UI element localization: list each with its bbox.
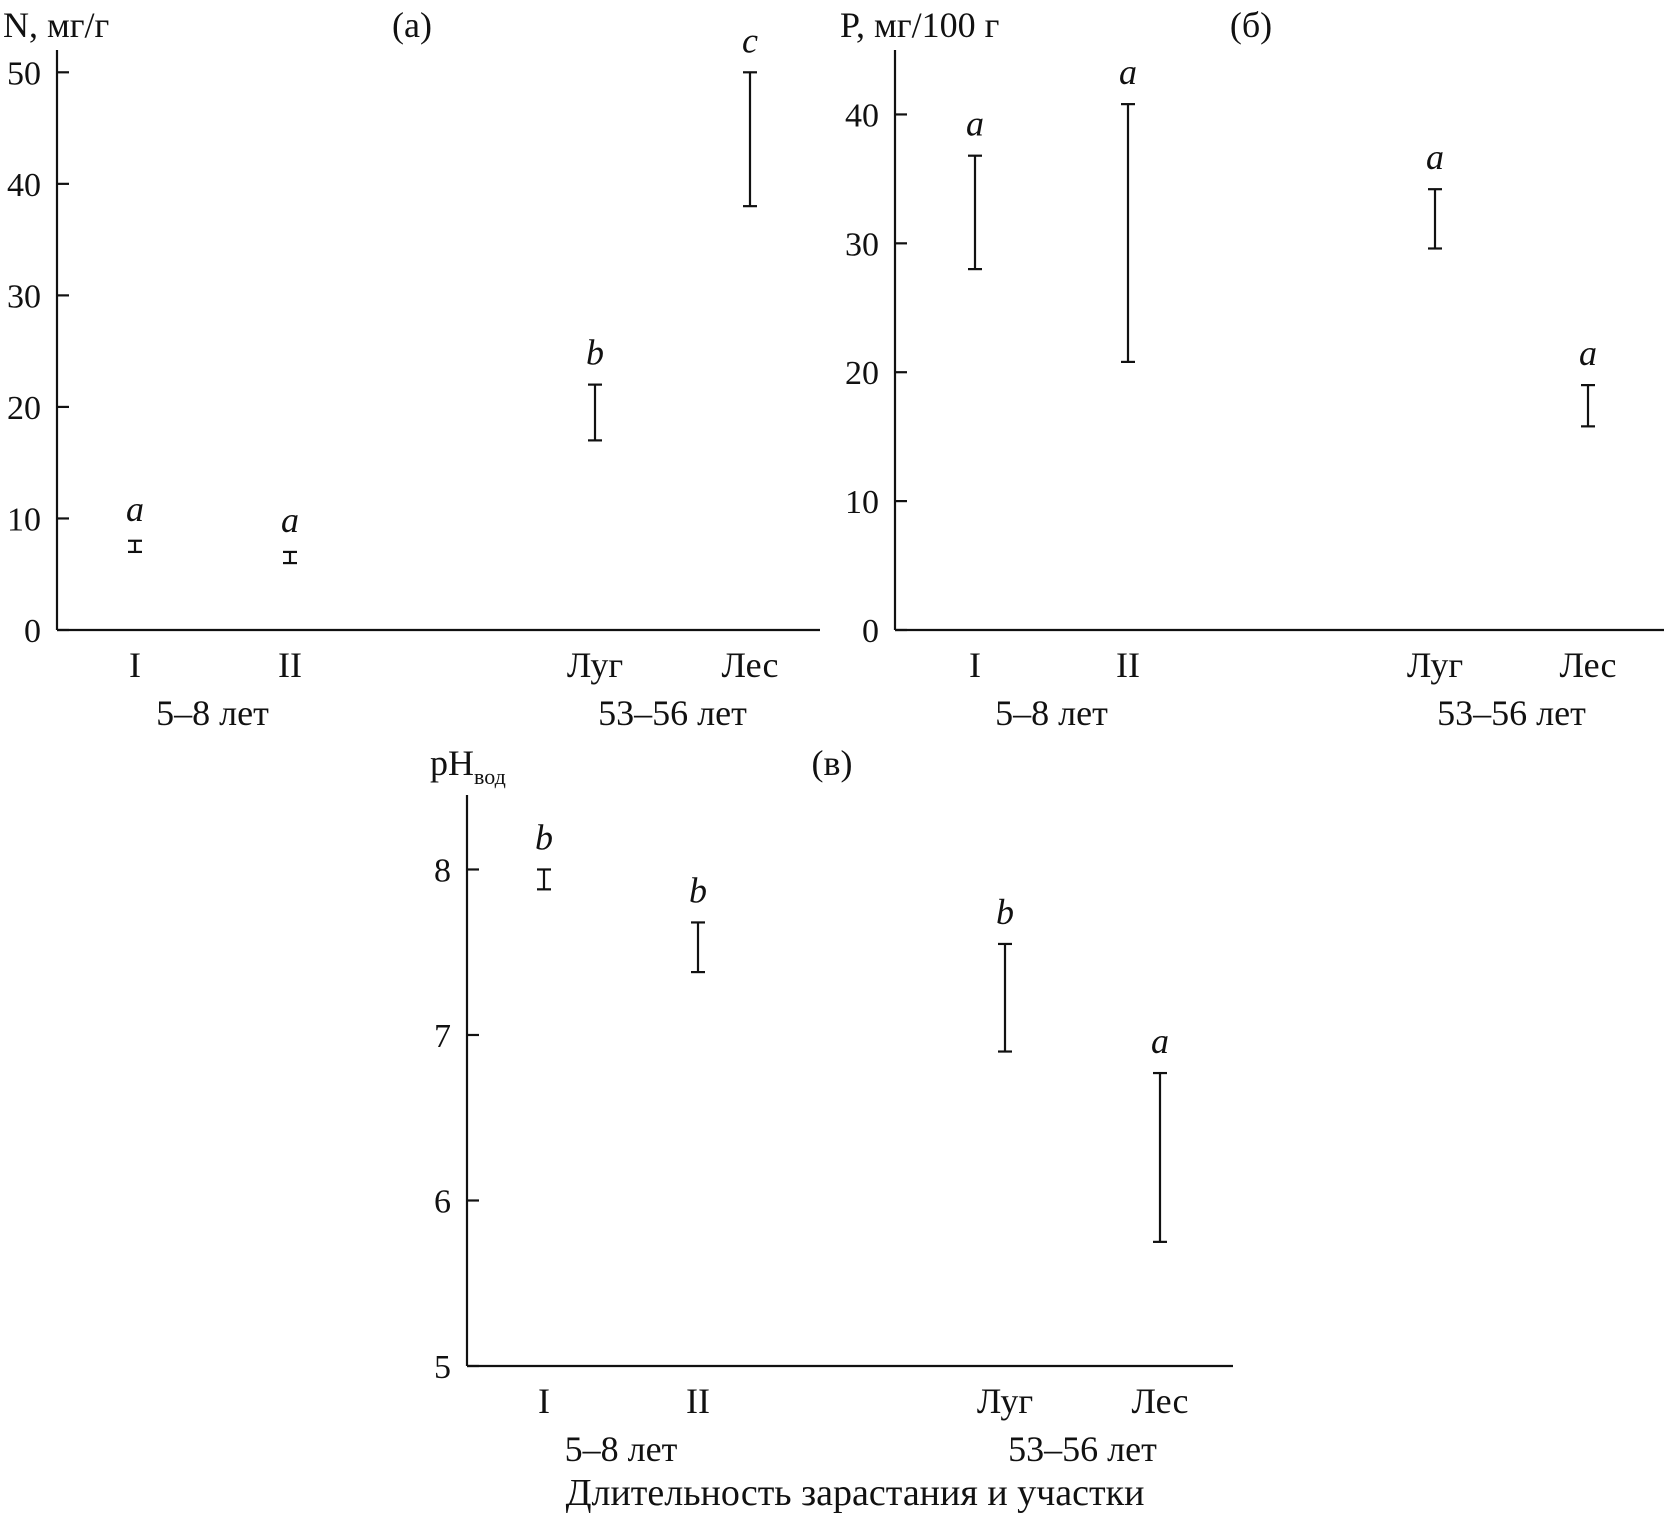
- group-label: 53–56 лет: [1437, 693, 1586, 733]
- group-label: 5–8 лет: [156, 693, 269, 733]
- y-tick-label: 0: [24, 613, 41, 650]
- y-tick-label: 30: [7, 278, 41, 315]
- significance-letter: a: [1151, 1021, 1169, 1061]
- y-axis-label-subscript: вод: [474, 764, 506, 789]
- y-tick-label: 8: [434, 852, 451, 889]
- x-category-label: II: [278, 645, 302, 685]
- x-category-label: Луг: [977, 1381, 1033, 1421]
- x-category-label: Луг: [1407, 645, 1463, 685]
- panel-label: (в): [812, 743, 853, 783]
- x-category-label: Лес: [721, 645, 778, 685]
- y-tick-label: 0: [862, 613, 879, 650]
- y-tick-label: 40: [845, 97, 879, 134]
- significance-letter: c: [742, 20, 758, 60]
- x-category-label: Лес: [1559, 645, 1616, 685]
- y-tick-label: 7: [434, 1018, 451, 1055]
- y-tick-label: 50: [7, 55, 41, 92]
- x-category-label: Луг: [567, 645, 623, 685]
- y-axis-label: pHвод: [430, 743, 506, 789]
- significance-letter: a: [126, 489, 144, 529]
- chart-panel-3: 5 6 7 8 pHвод (в) Ib II b Луг b Лес a 5–8 лет 53–56 ле…: [430, 743, 1233, 1469]
- x-category-label: I: [969, 645, 981, 685]
- significance-letter: a: [281, 500, 299, 540]
- panel-label: (а): [392, 5, 432, 45]
- y-axis-label-text: N, мг/г: [3, 5, 109, 45]
- y-tick-label: 6: [434, 1183, 451, 1220]
- group-label: 5–8 лет: [995, 693, 1108, 733]
- y-tick-label: 30: [845, 226, 879, 263]
- y-tick-label: 40: [7, 167, 41, 204]
- y-tick-label: 10: [7, 501, 41, 538]
- significance-letter: b: [996, 892, 1014, 932]
- chart-panel-2: 0 10 20 30 40 P, мг/100 г (б) Ia II a Луг a Лес a 5–8 …: [840, 5, 1664, 733]
- significance-letter: b: [586, 333, 604, 373]
- y-tick-label: 5: [434, 1349, 451, 1386]
- significance-letter: a: [966, 104, 984, 144]
- significance-letter: b: [535, 817, 553, 857]
- y-tick-label: 20: [7, 390, 41, 427]
- y-axis-label: N, мг/г: [3, 5, 109, 45]
- group-label: 5–8 лет: [565, 1429, 678, 1469]
- y-axis-label-text: P, мг/100 г: [840, 5, 999, 45]
- chart-panel-1: 0 10 20 30 40 50 N, мг/г (а) Ia II a Луг b Лес c 5–8 ле…: [3, 5, 820, 733]
- significance-letter: b: [689, 870, 707, 910]
- x-category-label: II: [1116, 645, 1140, 685]
- panel-label: (б): [1230, 5, 1272, 45]
- x-axis-title: Длительность зарастания и участки: [566, 1472, 1145, 1514]
- y-axis-label: P, мг/100 г: [840, 5, 999, 45]
- significance-letter: a: [1579, 333, 1597, 373]
- y-axis-label-text: pH: [430, 743, 474, 783]
- significance-letter: a: [1426, 137, 1444, 177]
- significance-letter: a: [1119, 52, 1137, 92]
- y-tick-label: 10: [845, 484, 879, 521]
- x-category-label: I: [538, 1381, 550, 1421]
- x-category-label: Лес: [1131, 1381, 1188, 1421]
- y-tick-label: 20: [845, 355, 879, 392]
- x-category-label: I: [129, 645, 141, 685]
- x-category-label: II: [686, 1381, 710, 1421]
- group-label: 53–56 лет: [598, 693, 747, 733]
- group-label: 53–56 лет: [1008, 1429, 1157, 1469]
